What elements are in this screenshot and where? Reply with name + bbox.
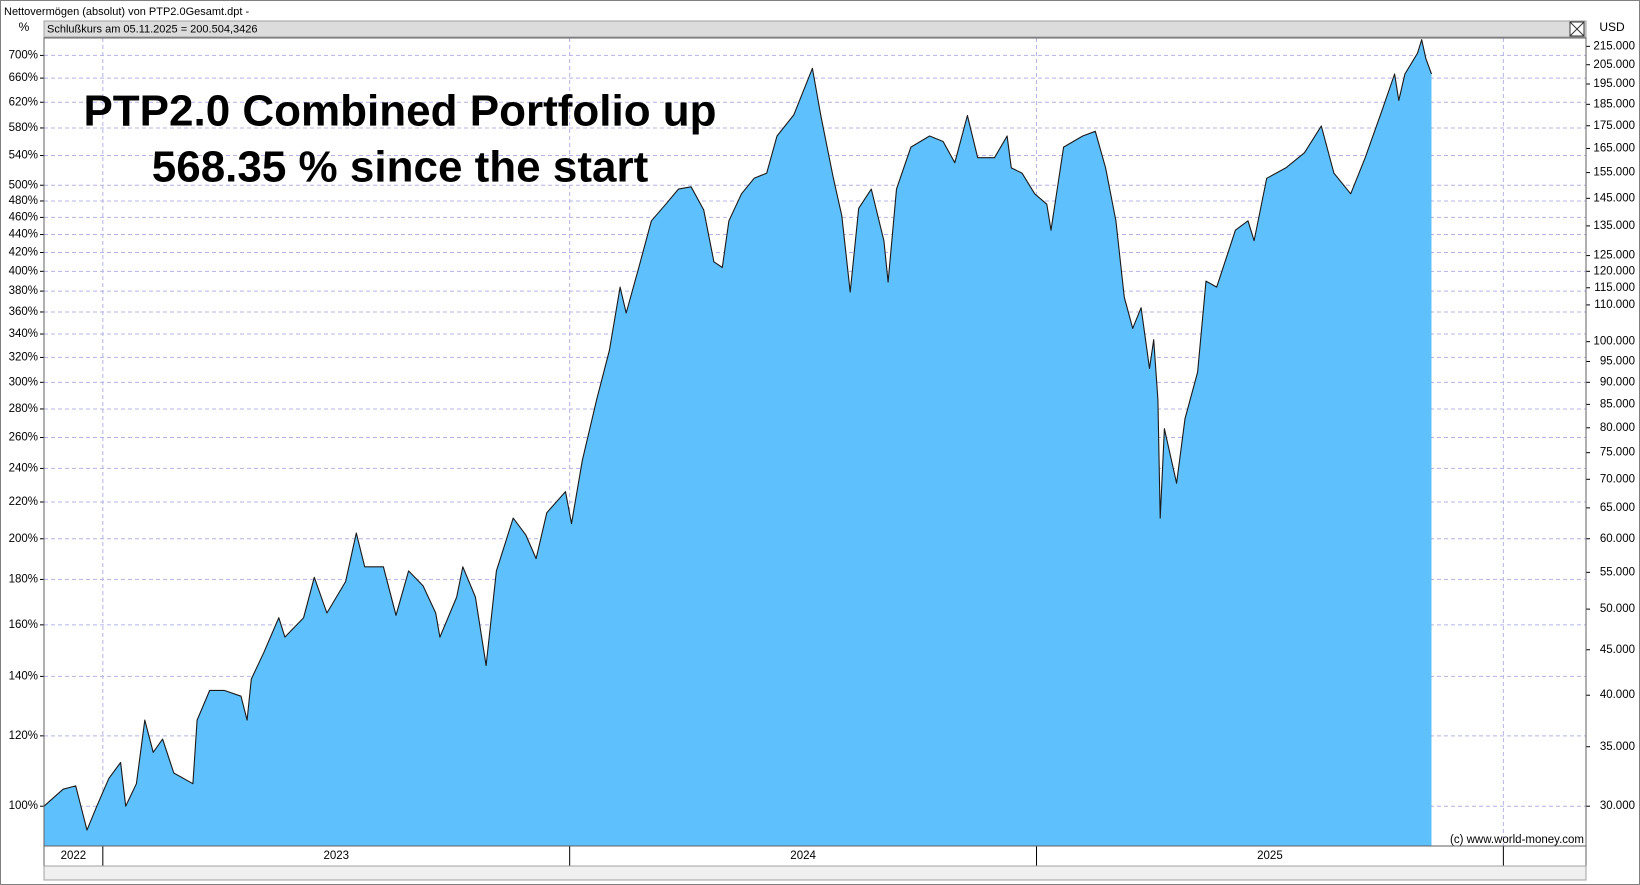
- x-tick-label: 2024: [790, 850, 816, 862]
- area-fill: [44, 39, 1432, 846]
- close-cross[interactable]: [1569, 21, 1585, 37]
- y2-tick-label: 185.000: [1593, 98, 1635, 110]
- y2-tick-label: 155.000: [1593, 167, 1635, 179]
- y2-tick-label: 85.000: [1600, 398, 1635, 410]
- y2-tick-label: 60.000: [1600, 533, 1635, 545]
- y-tick-label: 120%: [9, 730, 38, 742]
- y2-tick-label: 40.000: [1600, 689, 1635, 701]
- y2-tick-label: 80.000: [1600, 422, 1635, 434]
- y-tick-label: 300%: [9, 376, 38, 388]
- y2-tick-label: 30.000: [1600, 800, 1635, 812]
- y2-tick-label: 100.000: [1593, 336, 1635, 348]
- y2-tick-label: 75.000: [1600, 447, 1635, 459]
- y2-tick-label: 120.000: [1593, 265, 1635, 277]
- y-tick-label: 420%: [9, 247, 38, 259]
- y2-tick-label: 125.000: [1593, 250, 1635, 262]
- y2-tick-label: 135.000: [1593, 220, 1635, 232]
- area-line: [43, 39, 1433, 831]
- y-tick-label: 480%: [9, 195, 38, 207]
- y-axis-label: %: [19, 20, 30, 34]
- x-tick-label: 2022: [61, 850, 87, 862]
- y-tick-label: 620%: [9, 96, 38, 108]
- y2-tick-label: 95.000: [1600, 356, 1635, 368]
- axes: 100% 120% 140% 160% 180% 200% 220% 240% 260% 280%…: [9, 37, 1635, 881]
- y-tick-label: 580%: [9, 122, 38, 134]
- y2-tick-label: 65.000: [1600, 502, 1635, 514]
- plot: [43, 39, 1433, 846]
- y2-tick-label: 55.000: [1600, 566, 1635, 578]
- y-tick-label: 180%: [9, 573, 38, 585]
- y2-tick-label: 195.000: [1593, 78, 1635, 90]
- y-tick-label: 100%: [9, 800, 38, 812]
- y-tick-label: 320%: [9, 351, 38, 363]
- y-tick-label: 200%: [9, 533, 38, 545]
- title-line: PTP2.0 Combined Portfolio up: [83, 87, 716, 136]
- y-tick-label: 460%: [9, 211, 38, 223]
- y2-tick-label: 215.000: [1593, 40, 1635, 52]
- y-tick-label: 140%: [9, 670, 38, 682]
- y2-tick-label: 35.000: [1600, 741, 1635, 753]
- subtitle: Schlußkurs am 05.11.2025 = 200.504,3426: [47, 23, 257, 35]
- y-tick-label: 220%: [9, 496, 38, 508]
- bottom-strip: [43, 865, 1587, 881]
- x-tick-label: 2025: [1257, 850, 1283, 862]
- y2-tick-label: 45.000: [1600, 644, 1635, 656]
- y-tick-label: 360%: [9, 306, 38, 318]
- y-tick-label: 400%: [9, 265, 38, 277]
- credit: (c) www.world-money.com: [1450, 834, 1584, 846]
- y2-tick-label: 115.000: [1594, 282, 1635, 294]
- title-line: 568.35 % since the start: [152, 143, 649, 192]
- y-tick-label: 260%: [9, 432, 38, 444]
- y2-tick-label: 145.000: [1593, 192, 1635, 204]
- y-tick-label: 340%: [9, 328, 38, 340]
- y2-tick-label: 165.000: [1593, 143, 1635, 155]
- y-tick-label: 380%: [9, 285, 38, 297]
- y-tick-label: 440%: [9, 229, 38, 241]
- y2-tick-label: 205.000: [1593, 59, 1635, 71]
- y-tick-label: 540%: [9, 150, 38, 162]
- y2-tick-label: 50.000: [1600, 603, 1635, 615]
- y2-tick-label: 90.000: [1600, 376, 1635, 388]
- y-tick-label: 660%: [9, 72, 38, 84]
- y-tick-label: 240%: [9, 462, 38, 474]
- y-tick-label: 500%: [9, 179, 38, 191]
- y-tick-label: 280%: [9, 403, 38, 415]
- info-strip: [43, 20, 1587, 38]
- x-tick-label: 2023: [323, 850, 349, 862]
- y2-tick-label: 70.000: [1600, 473, 1635, 485]
- y2-axis-label: USD: [1599, 20, 1625, 34]
- y-tick-label: 160%: [9, 619, 38, 631]
- y2-tick-label: 110.000: [1594, 299, 1635, 311]
- y-tick-label: 700%: [9, 49, 38, 61]
- header: Nettovermögen (absolut) von PTP2.0Gesamt…: [4, 6, 250, 18]
- y2-tick-label: 175.000: [1593, 120, 1635, 132]
- close-button[interactable]: [1569, 21, 1585, 37]
